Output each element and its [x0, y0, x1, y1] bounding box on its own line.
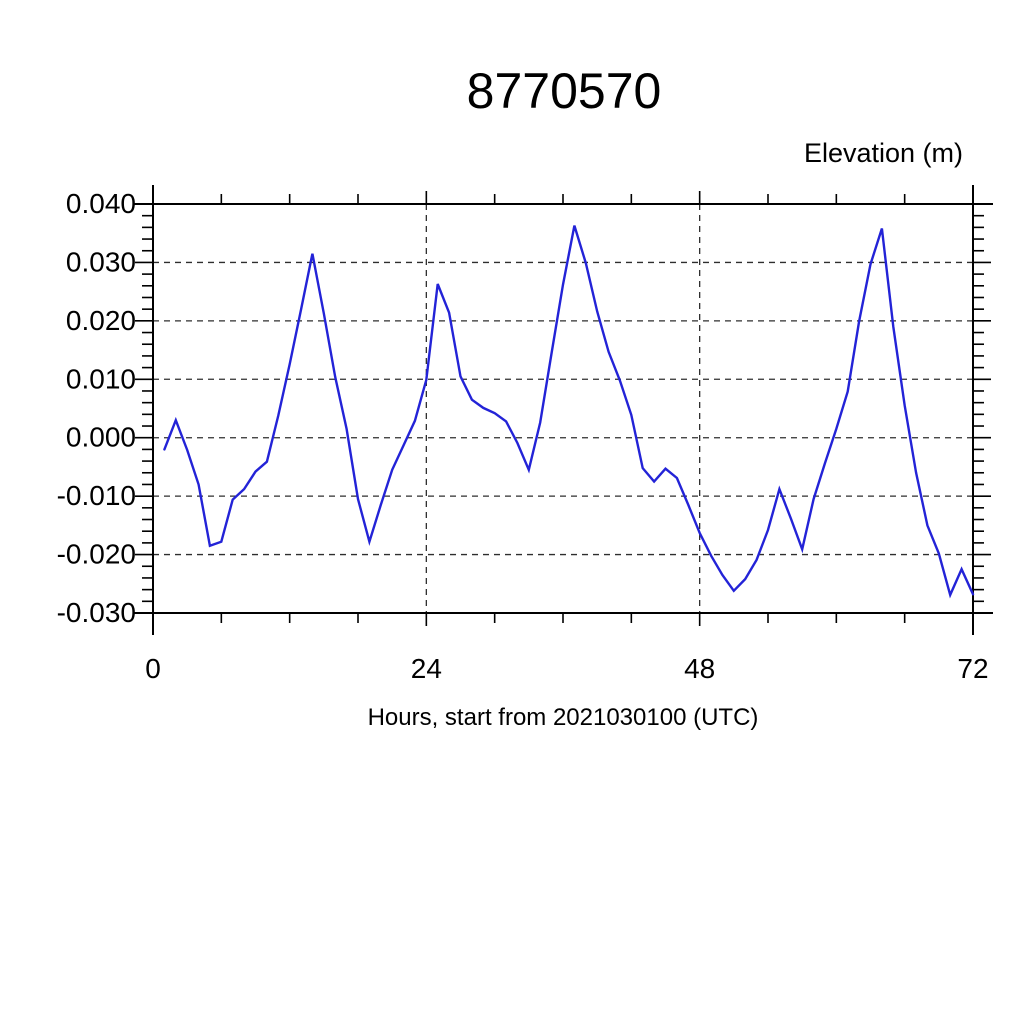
- axes-and-ticks: [133, 185, 993, 635]
- y-tick-label: -0.020: [57, 539, 136, 570]
- tick-labels: 0.040 0.030 0.020 0.010 0.000 -0.010 -0.020 -0.…: [57, 188, 989, 684]
- y-tick-label: 0.030: [66, 246, 136, 277]
- y-tick-label: 0.010: [66, 363, 136, 394]
- x-tick-label: 72: [957, 653, 988, 684]
- x-axis-label: Hours, start from 2021030100 (UTC): [368, 704, 759, 731]
- y-tick-label: 0.000: [66, 422, 136, 453]
- y-axis-unit-label: Elevation (m): [804, 138, 963, 168]
- x-tick-label: 0: [145, 653, 161, 684]
- gridlines: [153, 204, 973, 613]
- y-tick-label: -0.030: [57, 597, 136, 628]
- y-tick-label: 0.020: [66, 305, 136, 336]
- x-tick-label: 24: [411, 653, 442, 684]
- chart-title: 8770570: [467, 63, 662, 119]
- y-tick-label: -0.010: [57, 480, 136, 511]
- x-tick-label: 48: [684, 653, 715, 684]
- elevation-line-series: [163, 225, 975, 599]
- elevation-polyline: [163, 225, 975, 599]
- y-tick-label: 0.040: [66, 188, 136, 219]
